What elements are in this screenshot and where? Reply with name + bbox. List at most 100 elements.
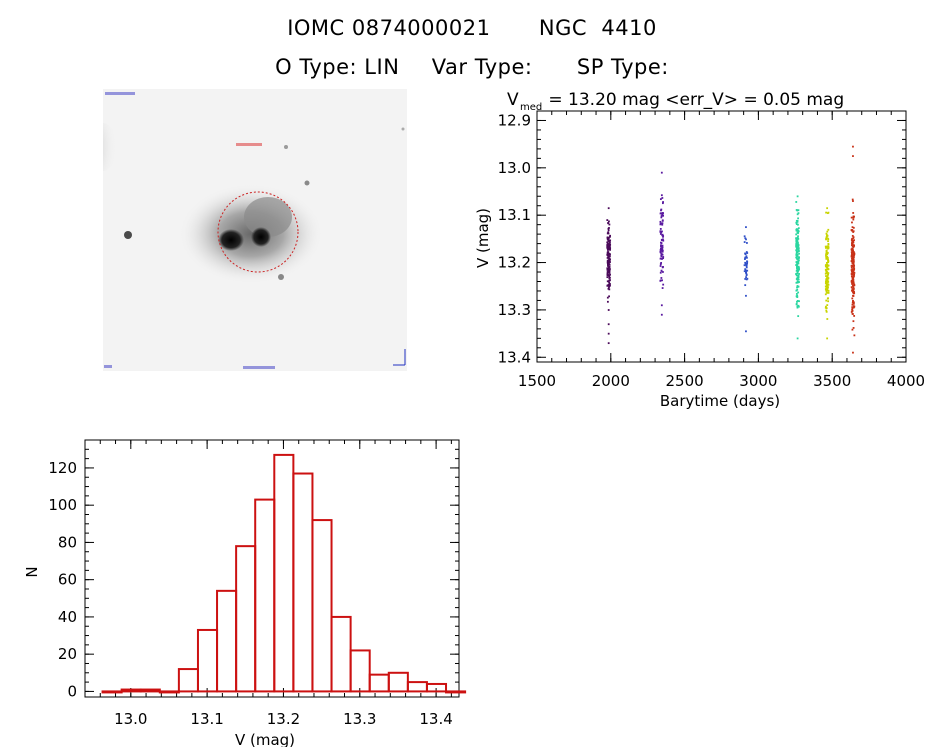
light-curve-point [660,231,663,234]
light-curve-point [606,247,609,249]
light-curve-point [851,262,854,265]
light-curve-point [796,301,798,303]
light-curve-y-tick-label: 13.0 [498,159,531,177]
light-curve-point [609,283,611,285]
light-curve-point [797,305,800,308]
light-curve-point [745,274,748,277]
light-curve-point [796,277,799,280]
light-curve-point [827,297,829,300]
light-curve-point [660,253,663,255]
light-curve-point [797,227,800,230]
light-curve-point [608,281,611,284]
light-curve-point [826,207,829,210]
light-curve-point [853,215,855,218]
light-curve-point [853,264,856,267]
light-curve-point [853,305,856,308]
histogram-bar [349,649,371,693]
light-curve-point [606,272,609,275]
light-curve-point [824,282,827,285]
light-curve-point [851,279,854,281]
light-curve-point [796,246,799,248]
light-curve-point [852,244,855,247]
light-curve-point [746,242,748,244]
light-curve-point [852,351,854,354]
histogram-bar [330,615,352,693]
light-curve-point [662,201,664,203]
light-curve-point [852,155,854,157]
light-curve-point [797,217,800,220]
light-curve-point [795,264,798,266]
light-curve-point [661,202,664,205]
light-curve-point [825,269,828,271]
light-curve-point [852,263,855,266]
light-curve-point [662,271,664,273]
light-curve-point [795,254,798,257]
light-curve-point [826,261,828,264]
light-curve-point [851,306,854,309]
light-curve-point [851,198,854,201]
light-curve-point [661,239,664,241]
light-curve-point [852,295,855,297]
light-curve-point [608,255,611,258]
light-curve-point [662,214,665,217]
light-curve-point [795,223,798,226]
light-curve-point [796,236,799,239]
light-curve-point [608,259,611,262]
histogram-y-tick-label: 120 [48,459,77,477]
light-curve-point [661,258,663,260]
light-curve-point [850,270,853,273]
light-curve-point [825,283,828,286]
light-curve-point [852,300,854,303]
light-curve-point [852,302,855,305]
light-curve-point [796,272,799,275]
light-curve-point [661,230,663,233]
light-curve-point [659,257,662,260]
light-curve-x-tick-label: 3500 [813,372,851,390]
light-curve-point [850,251,853,254]
light-curve-point [745,330,747,333]
light-curve-point [608,286,610,289]
light-curve-point [746,269,749,272]
light-curve-point [795,233,798,236]
light-curve-point [662,239,665,242]
light-curve-point [608,275,611,278]
light-curve-point [851,241,854,244]
histogram-bar [425,682,448,693]
light-curve-point [827,258,829,261]
light-curve-point [660,222,663,225]
light-curve-point [851,284,854,287]
light-curve-point [850,254,853,257]
light-curve-point [851,244,853,247]
light-curve-point [607,284,610,286]
light-curve-point [851,221,853,224]
light-curve-point [852,218,855,221]
light-curve-point [606,238,609,241]
light-curve-point [825,254,827,257]
light-curve-point [796,243,799,245]
light-curve-point [743,270,746,273]
light-curve-point [851,288,854,290]
light-curve-point [852,271,854,274]
light-curve-point [825,255,828,258]
light-curve-point [609,248,611,251]
light-curve-y-tick-label: 13.1 [498,206,531,224]
light-curve-point [795,256,798,259]
light-curve-y-tick-label: 13.4 [498,348,531,366]
light-curve-point [797,274,800,277]
histogram-x-tick-label: 13.4 [419,710,452,728]
light-curve-point [744,256,747,259]
light-curve-point [659,265,662,267]
light-curve-point [796,266,799,269]
light-curve-point [824,264,827,267]
light-curve-point [607,260,609,263]
light-curve-point [826,253,829,256]
light-curve-y-tick-label: 13.3 [498,301,531,319]
light-curve-point [853,267,856,270]
light-curve-point [606,257,609,259]
light-curve-y-axis-label: V (mag) [474,208,492,268]
light-curve-title-rest: = 13.20 mag <err_V> = 0.05 mag [543,90,844,110]
light-curve-point [795,237,798,240]
light-curve-point [850,239,853,241]
histogram-bar [101,690,123,694]
light-curve-point [661,246,663,249]
